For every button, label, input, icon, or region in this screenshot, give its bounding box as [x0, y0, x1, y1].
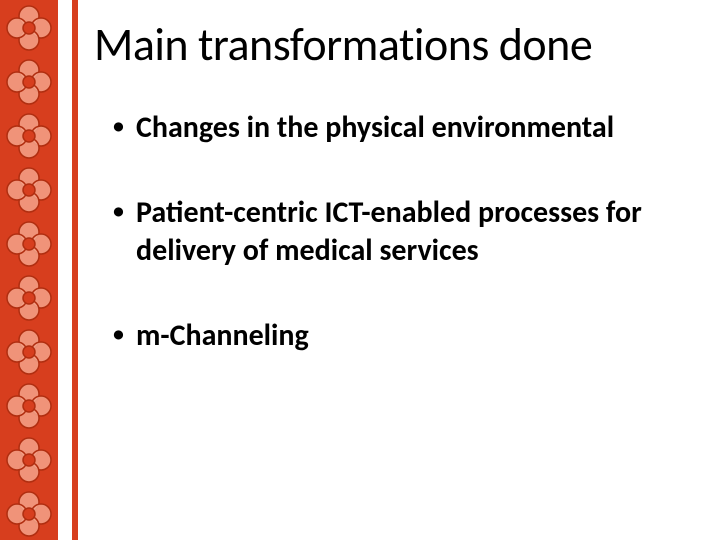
flower-icon: [3, 434, 55, 486]
bullet-item: Changes in the physical environmental: [112, 109, 690, 147]
bullet-list: Changes in the physical environmental Pa…: [94, 109, 690, 355]
flower-icon: [3, 56, 55, 108]
flower-icon: [3, 380, 55, 432]
flower-icon: [3, 272, 55, 324]
flower-icon: [3, 164, 55, 216]
flower-icon: [3, 326, 55, 378]
bullet-item: m-Channeling: [112, 317, 690, 355]
sidebar-pattern-strip: [0, 0, 58, 540]
flower-icon: [3, 488, 55, 540]
flower-icon: [3, 2, 55, 54]
bullet-item: Patient-centric ICT-enabled processes fo…: [112, 194, 690, 269]
flower-icon: [3, 110, 55, 162]
slide-content: Main transformations done Changes in the…: [78, 0, 720, 540]
flower-icon: [3, 218, 55, 270]
decorative-sidebar: [0, 0, 78, 540]
slide-title: Main transformations done: [94, 20, 690, 71]
